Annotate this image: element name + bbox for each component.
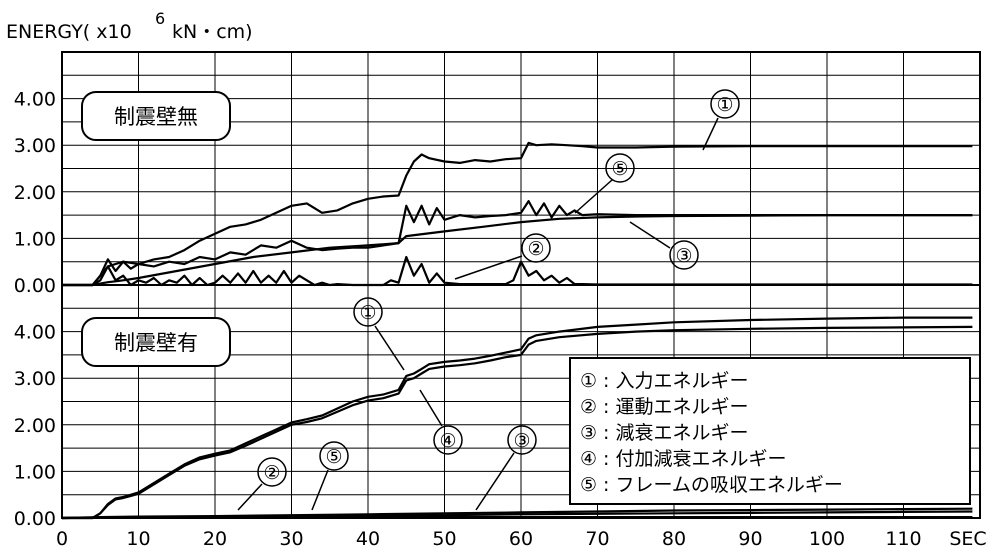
callout-bottom-5-label: ⑤ (325, 446, 342, 468)
callout-top-3-circle (669, 240, 699, 270)
series-p0-1 (62, 255, 973, 287)
legend-mark-1: ② (580, 396, 597, 418)
series-lines (61, 141, 973, 520)
callout-top-5-label: ⑤ (611, 158, 628, 180)
callout-bottom-4-circle (433, 425, 463, 455)
x-tick-60: 60 (509, 528, 533, 550)
callout-bottom-4-label: ④ (439, 430, 456, 452)
legend-label-3: : 付加減衰エネルギー (603, 448, 786, 470)
x-tick-30: 30 (279, 528, 303, 550)
y-tick-p0-3: 3.00 (14, 135, 56, 157)
x-tick-100: 100 (809, 528, 845, 550)
tick-labels: 0.00 1.00 2.00 3.00 4.00 0.00 1.00 2.00 3.00 4.00… (14, 89, 987, 550)
callout-bottom-1-circle (353, 297, 383, 327)
series-p0-0 (62, 141, 973, 287)
legend-mark-0: ① (580, 370, 597, 392)
x-tick-90: 90 (738, 528, 762, 550)
x-tick-80: 80 (662, 528, 686, 550)
series-p1-0 (62, 316, 973, 520)
y-tick-p0-4: 4.00 (14, 89, 56, 111)
legend-mark-4: ⑤ (580, 474, 597, 496)
x-tick-70: 70 (585, 528, 609, 550)
legend: ① : 入力エネルギー ② : 運動エネルギー ③ : 減衰エネルギー ④ : 付加減衰エネル… (580, 370, 843, 496)
callout-bottom-1-arrow (374, 325, 405, 371)
y-tick-p0-1: 1.00 (14, 228, 56, 250)
callout-top-5-arrow (574, 179, 613, 214)
series-p1-1 (62, 325, 973, 520)
callout-top-3-label: ③ (675, 245, 692, 267)
y-axis-label-exponent: 6 (155, 9, 165, 28)
panel-top-title: 制震壁無 (114, 105, 198, 129)
y-tick-p1-1: 1.00 (14, 461, 56, 483)
x-tick-50: 50 (432, 528, 456, 550)
y-axis-label-unit: kN・cm) (172, 21, 253, 43)
callout-top-2-label: ② (527, 238, 544, 260)
callout-top-2-circle (521, 233, 551, 263)
y-tick-p1-3: 3.00 (14, 368, 56, 390)
panel-bottom-title: 制震壁有 (114, 331, 198, 355)
panel-top-title-box (81, 91, 231, 141)
legend-label-4: : フレームの吸収エネルギー (603, 474, 843, 496)
y-tick-p1-2: 2.00 (14, 415, 56, 437)
y-axis-label-prefix: ENERGY( x10 (6, 21, 132, 43)
legend-label-1: : 運動エネルギー (603, 396, 748, 418)
y-axis-label: ENERGY( x10 (6, 21, 132, 43)
callout-top-1-arrow (702, 117, 719, 151)
legend-label-0: : 入力エネルギー (603, 370, 748, 392)
callout-top-1-circle (710, 89, 740, 119)
callout-bottom-1-label: ① (359, 302, 376, 324)
x-tick-20: 20 (203, 528, 227, 550)
legend-mark-3: ④ (580, 448, 597, 470)
legend-box (569, 357, 971, 505)
x-tick-110: 110 (885, 528, 921, 550)
callout-bottom-3-arrow (475, 452, 515, 511)
y-tick-p0-0: 0.00 (14, 275, 56, 297)
y-tick-p1-4: 4.00 (14, 322, 56, 344)
callout-bottom-4-arrow (419, 389, 443, 427)
callout-top-1-label: ① (716, 94, 733, 116)
legend-mark-2: ③ (580, 422, 597, 444)
legend-label-2: : 減衰エネルギー (603, 422, 748, 444)
x-tick-10: 10 (126, 528, 150, 550)
x-tick-40: 40 (356, 528, 380, 550)
series-p0-3 (62, 200, 973, 287)
x-tick-0: 0 (56, 528, 68, 550)
callouts (237, 89, 740, 511)
callout-top-2-arrow (454, 255, 523, 280)
callout-top-5-circle (605, 153, 635, 183)
callout-bottom-2-circle (257, 457, 287, 487)
callout-bottom-5-arrow (311, 469, 329, 511)
callout-top-3-arrow (629, 221, 671, 249)
callout-bottom-2-label: ② (263, 462, 280, 484)
callout-bottom-3-circle (507, 425, 537, 455)
x-axis-unit: SEC (949, 528, 986, 550)
y-tick-p1-0: 0.00 (14, 508, 56, 530)
y-tick-p0-2: 2.00 (14, 182, 56, 204)
series-p0-2 (62, 214, 973, 287)
panel-bottom-title-box (81, 317, 231, 367)
series-p1-4 (61, 510, 973, 520)
callout-bottom-2-arrow (237, 483, 263, 511)
callout-bottom-3-label: ③ (513, 430, 530, 452)
callout-bottom-5-circle (319, 441, 349, 471)
